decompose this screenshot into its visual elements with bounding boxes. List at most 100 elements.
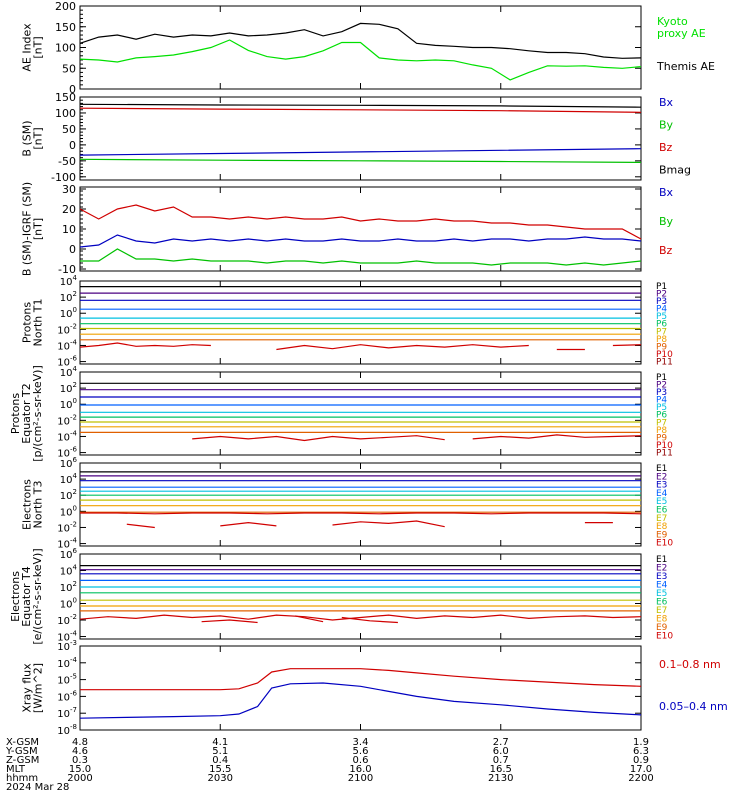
- y-axis-label: Equator T2: [20, 383, 33, 443]
- x-axis-row-value: 2100: [348, 773, 373, 784]
- x-axis-row-value: 0.6: [353, 755, 369, 766]
- series-line-0-05-0-4-nm: [79, 682, 642, 719]
- legend-label: P8: [656, 335, 667, 345]
- x-axis-row-value: 0.7: [493, 755, 509, 766]
- legend-label: E1: [656, 555, 667, 565]
- legend-label: P7: [656, 327, 667, 337]
- y-axis-label: [e/(cm²-s-sr-keV)]: [31, 548, 44, 644]
- x-axis-row-value: 16.5: [490, 764, 512, 775]
- x-axis-row-value: 0.9: [633, 755, 649, 766]
- series-line-p10d: [612, 344, 642, 347]
- y-tick-label: 10-4: [57, 656, 77, 670]
- series-line-e10b: [201, 619, 258, 624]
- series-line-kyoto-proxy-ae: [79, 39, 642, 81]
- legend-label: P11: [656, 448, 673, 458]
- x-axis-row-value: 1.9: [633, 737, 649, 748]
- y-axis-label: Xray flux: [21, 663, 34, 713]
- legend-label: E3: [656, 481, 667, 491]
- y-tick-label: 10-8: [57, 723, 77, 737]
- legend-label: E4: [656, 489, 668, 499]
- y-tick-label: -10: [58, 263, 76, 276]
- x-axis-row-value: 17.0: [630, 764, 652, 775]
- y-tick-label: 10-7: [57, 706, 77, 720]
- series-line-e10d: [332, 520, 445, 528]
- series-line-e10b: [126, 523, 155, 529]
- x-axis-row-label: Y-GSM: [5, 746, 38, 757]
- x-axis-row-value: 15.0: [69, 764, 91, 775]
- legend-label: E1: [656, 464, 667, 474]
- legend-label: E2: [656, 564, 667, 574]
- legend-label: P1: [656, 282, 667, 292]
- y-tick-label: 0: [69, 83, 76, 96]
- legend-label: E8: [656, 522, 668, 532]
- series-line-0-1-0-8-nm: [80, 668, 642, 691]
- legend-label: 0.05–0.4 nm: [659, 700, 728, 713]
- legend-label: P9: [656, 342, 667, 352]
- x-axis-row-value: 4.1: [212, 737, 228, 748]
- series-line-bz: [79, 107, 642, 113]
- legend-label: Bmag: [659, 164, 691, 177]
- legend-label: P3: [656, 297, 667, 307]
- legend-label: P5: [656, 312, 667, 322]
- panel-frame: [79, 5, 642, 90]
- x-axis-row-value: 15.5: [209, 764, 231, 775]
- y-tick-label: 10-4: [57, 537, 77, 551]
- y-axis-label: [p/(cm²-s-sr-keV)]: [31, 365, 44, 462]
- legend-label: proxy AE: [657, 27, 706, 40]
- y-tick-label: 30: [62, 183, 76, 196]
- y-tick-label: 100: [55, 42, 76, 55]
- legend-label: 0.1–0.8 nm: [659, 658, 721, 671]
- x-axis-row-value: 2.7: [493, 737, 509, 748]
- y-tick-label: 106: [60, 456, 78, 470]
- y-axis-label: Protons: [21, 302, 34, 343]
- legend-label: E6: [656, 506, 668, 516]
- legend-label: E6: [656, 598, 668, 608]
- legend-label: P5: [656, 403, 667, 413]
- y-tick-label: 10-2: [57, 322, 77, 336]
- legend-label: Bz: [659, 141, 673, 154]
- y-tick-label: 102: [60, 381, 77, 395]
- legend-label: P7: [656, 418, 667, 428]
- y-axis-label: [nT]: [32, 218, 45, 240]
- y-tick-label: 104: [60, 274, 78, 288]
- legend-label: E8: [656, 615, 668, 625]
- x-axis-row-value: 3.4: [353, 737, 369, 748]
- x-axis-row-label: X-GSM: [6, 737, 39, 748]
- legend-label: P6: [656, 320, 667, 330]
- series-line-p10b: [276, 344, 529, 351]
- x-axis-row-value: 6.0: [493, 746, 509, 757]
- x-axis-row-value: 2030: [208, 773, 233, 784]
- legend-label: P3: [656, 388, 667, 398]
- series-line-e10d: [341, 616, 398, 624]
- series-line-bx: [79, 148, 642, 156]
- x-axis-row-value: 0.3: [72, 755, 88, 766]
- legend-label: P4: [656, 305, 667, 315]
- legend-label: By: [659, 215, 674, 228]
- panel-frame: [79, 186, 642, 272]
- x-axis-row-label: Z-GSM: [6, 755, 39, 766]
- y-tick-label: 102: [60, 488, 77, 502]
- legend-label: E2: [656, 472, 667, 482]
- y-tick-label: 104: [60, 365, 78, 379]
- legend-label: E5: [656, 589, 667, 599]
- legend-label: P10: [656, 350, 673, 360]
- date-label: 2024 Mar 28: [6, 782, 69, 793]
- series-line-p10b: [472, 434, 642, 440]
- y-tick-label: 50: [62, 62, 76, 75]
- x-axis-row-value: 4.8: [72, 737, 88, 748]
- y-axis-label: AE Index: [21, 23, 34, 72]
- legend-label: Bx: [659, 186, 674, 199]
- y-axis-label: Equator T4: [20, 566, 33, 626]
- legend-label: P10: [656, 441, 673, 451]
- panel-3: -10 0 10 20 30 B (SM)-IGRF (SM)[nT] Bx By Bz: [21, 182, 674, 276]
- y-tick-label: 10-6: [57, 446, 77, 460]
- y-tick-label: 100: [60, 504, 77, 518]
- legend-label: P2: [656, 381, 667, 391]
- x-axis-row-value: 2130: [488, 773, 513, 784]
